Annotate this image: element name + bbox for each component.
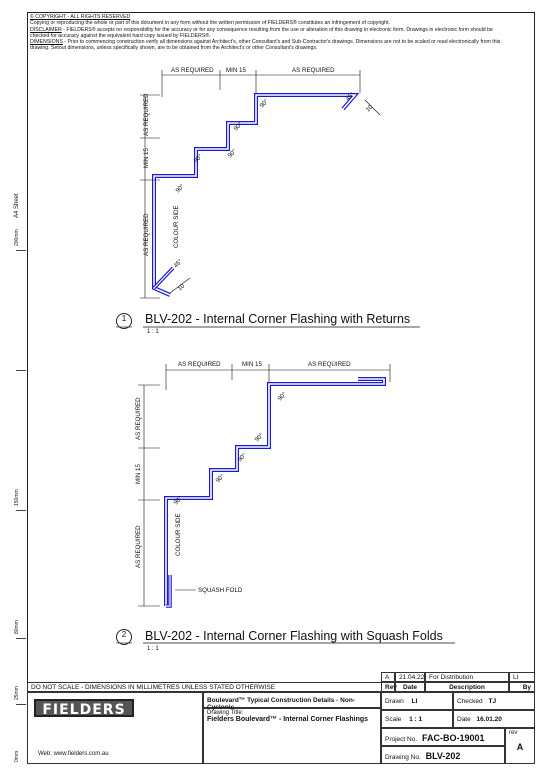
- rev-box: rev A: [505, 728, 535, 764]
- view1-number: 1: [116, 313, 132, 329]
- project-value: FAC-BO-19001: [421, 733, 485, 743]
- rev-box-label: rev: [509, 730, 518, 736]
- colour-side-label: COLOUR SIDE: [175, 513, 182, 556]
- fielders-logo: FIELDERS: [34, 699, 134, 718]
- dim-label: AS REQUIRED: [308, 361, 351, 368]
- title-block: A 21.04.22 For Distribution LI Rev Date …: [27, 672, 535, 764]
- website-text: Web: www.fielders.com.au: [38, 751, 109, 757]
- angle-label: 90°: [192, 152, 204, 164]
- view1-profile: [152, 93, 360, 297]
- angle-label: 90°: [258, 97, 270, 109]
- angle-label: 90°: [226, 147, 238, 159]
- dim-label: 10: [364, 103, 374, 113]
- rev-header: Rev: [381, 682, 397, 692]
- dim-label: AS REQUIRED: [178, 361, 221, 368]
- view1-dimensions: [140, 70, 381, 299]
- view2-scale: 1 : 1: [147, 646, 159, 652]
- angle-label: 90°: [253, 431, 265, 443]
- date-value: 16.01.20: [476, 716, 502, 723]
- checked-label: Checked: [457, 698, 483, 705]
- dim-label: AS REQUIRED: [171, 67, 214, 74]
- dim-label: AS REQUIRED: [135, 525, 142, 568]
- project-cell: Project No. FAC-BO-19001: [381, 728, 505, 746]
- dimensions-text: - Prior to commencing construction verif…: [30, 39, 501, 52]
- view1-dim-labels: AS REQUIRED MIN 15 AS REQUIRED AS REQUIR…: [143, 67, 375, 292]
- drawn-label: Drawn: [385, 698, 404, 705]
- do-not-scale-note: DO NOT SCALE - DIMENSIONS IN MILLIMETRES…: [27, 682, 381, 692]
- drawing-title-cell: Drawing Title: Fielders Boulevard™ - Int…: [203, 708, 381, 764]
- copyright-title: © COPYRIGHT - ALL RIGHTS RESERVED: [30, 14, 131, 20]
- angle-label: 90°: [276, 390, 288, 402]
- general-notes: © COPYRIGHT - ALL RIGHTS RESERVED Copyin…: [30, 14, 510, 52]
- scale-tick: [16, 638, 26, 639]
- view2-profile: [164, 377, 386, 608]
- rev-box-value: A: [516, 742, 524, 752]
- angle-label: 45°: [172, 257, 184, 269]
- dimensions-label: DIMENSIONS: [30, 39, 63, 46]
- squash-fold-label: SQUASH FOLD: [198, 587, 243, 594]
- scale-tick: [16, 704, 26, 705]
- disclaimer-label: DISCLAIMER: [30, 26, 62, 33]
- series-title: Boulevard™ Typical Construction Details …: [203, 692, 381, 711]
- angle-label: 90°: [236, 451, 248, 463]
- dim-label: AS REQUIRED: [143, 93, 150, 136]
- rev-date-cell: 21.04.22: [395, 672, 425, 682]
- view2-title: BLV-202 - Internal Corner Flashing with …: [145, 629, 443, 643]
- checked-value: TJ: [488, 698, 497, 705]
- description-header: Description: [425, 682, 509, 692]
- dim-label: MIN 15: [242, 361, 263, 368]
- drawing-no-cell: Drawing No. BLV-202: [381, 746, 505, 764]
- date-header: Date: [395, 682, 425, 692]
- angle-label: 45°: [344, 90, 356, 102]
- colour-side-label: COLOUR SIDE: [173, 205, 180, 248]
- logo-area: FIELDERS Web: www.fielders.com.au: [27, 692, 203, 764]
- view2-dim-labels: AS REQUIRED MIN 15 AS REQUIRED AS REQUIR…: [135, 361, 351, 594]
- view1-scale: 1 : 1: [147, 329, 159, 335]
- dim-label: MIN 15: [135, 463, 142, 484]
- scale-tick: [16, 510, 26, 511]
- rev-desc-cell: For Distribution: [425, 672, 509, 682]
- view1-title: BLV-202 - Internal Corner Flashing with …: [145, 312, 411, 326]
- drawing-no-label: Drawing No.: [385, 754, 421, 761]
- scale-cell: Scale 1 : 1: [381, 710, 453, 728]
- dim-label: MIN 15: [143, 147, 150, 168]
- dim-label: 10: [176, 282, 186, 292]
- scale-tick: [16, 370, 26, 371]
- project-label: Project No.: [385, 736, 418, 743]
- dim-label: AS REQUIRED: [135, 397, 142, 440]
- drawn-value: LI: [411, 698, 418, 705]
- dim-label: AS REQUIRED: [292, 67, 335, 74]
- copyright-text: Copying or reproducing the whole or part…: [30, 20, 390, 27]
- angle-label: 90°: [232, 120, 244, 132]
- date-label: Date: [457, 716, 471, 723]
- checked-cell: Checked TJ: [453, 692, 535, 710]
- drawing-no-value: BLV-202: [425, 751, 461, 761]
- drawing-title: Fielders Boulevard™ - Internal Corner Fl…: [207, 716, 369, 723]
- rev-cell: A: [381, 672, 395, 682]
- dim-label: MIN 15: [226, 67, 247, 74]
- angle-label: 90°: [172, 494, 184, 506]
- dim-label: AS REQUIRED: [143, 213, 150, 256]
- date-cell: Date 16.01.20: [453, 710, 535, 728]
- disclaimer-text: - FIELDERS® accepts no responsibility fo…: [30, 26, 493, 39]
- view2-number: 2: [116, 629, 132, 645]
- by-header: By: [509, 682, 535, 692]
- dimensions-note: DIMENSIONS - Prior to commencing constru…: [30, 39, 510, 52]
- drawing-title-label: Drawing Title:: [207, 710, 244, 716]
- rev-by-cell: LI: [509, 672, 535, 682]
- scale-tick: [16, 250, 26, 251]
- scale-label: Scale: [385, 716, 402, 723]
- disclaimer-note: DISCLAIMER - FIELDERS® accepts no respon…: [30, 27, 510, 40]
- angle-label: 90°: [214, 472, 226, 484]
- view2-dimensions: [138, 364, 391, 607]
- drawn-cell: Drawn LI: [381, 692, 453, 710]
- angle-label: 90°: [174, 182, 186, 194]
- scale-value: 1 : 1: [409, 716, 423, 723]
